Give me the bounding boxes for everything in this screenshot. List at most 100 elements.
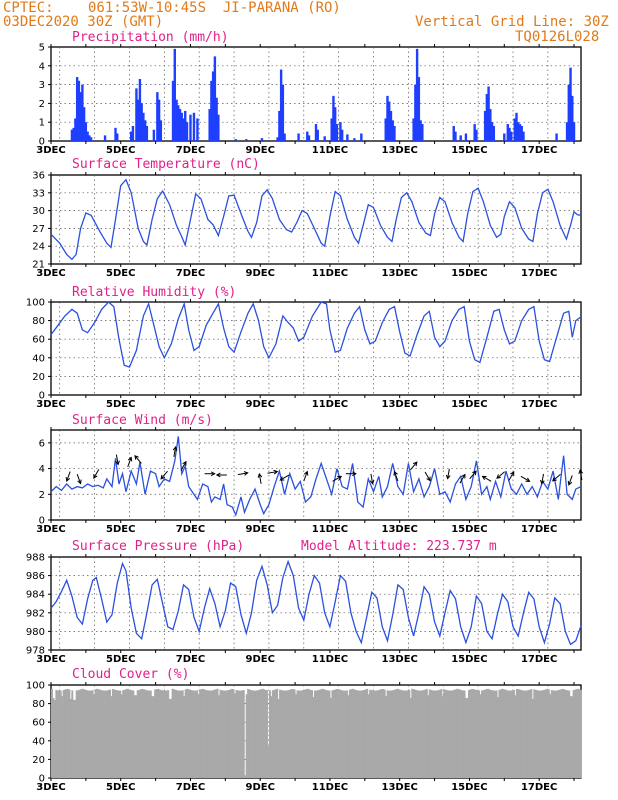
panel-6-bar [193,690,196,778]
panel-1-bar [114,127,117,141]
panel-6-bar [505,690,508,778]
panel-1-bar [215,97,218,141]
panel-4-wind-arrow [134,455,142,464]
panel-4-wind-arrow-head [273,469,279,475]
panel-6-bar [210,690,213,778]
panel-4-wind-arrow-head [257,472,263,478]
panel-6-bar [486,688,489,778]
panel-6-bar [52,698,55,778]
panel-4-wind-arrow [424,471,431,481]
panel-6-bar [295,694,298,778]
panel-4-wind-arrow-head [93,474,98,479]
panel-3-ytick-label: 100 [26,298,45,309]
panel-1-bar [464,133,468,141]
panel-6-bar [508,690,511,778]
panel-6-bar [74,699,77,778]
panel-1-bar [520,125,523,141]
panel-1-bar [335,124,339,141]
panel-6-bar [568,690,571,778]
panel-2-ytick-label: 21 [32,260,45,271]
panel-1-bar [82,107,86,141]
panel-6-bar [98,689,101,778]
panel-6-bar [389,690,392,778]
panel-2-title: Surface Temperature (nC) [72,157,260,172]
panel-1-bar [213,56,217,141]
panel-6-bar [69,698,72,778]
panel-6-bar [292,688,295,778]
panel-6-bar [544,689,547,778]
panel-1-bar [419,120,422,141]
panel-6-bar [388,690,391,778]
panel-2-xlabel: 15DEC [451,268,487,279]
panel-1-bar [129,131,133,141]
panel-1-bar [279,69,283,141]
panel-6-title: Cloud Cover (%) [72,667,189,682]
panel-6-bar [66,688,69,778]
panel-6-bar [344,690,347,778]
panel-6-bar [178,690,181,778]
panel-6-bar [524,690,527,778]
panel-6-bar [302,690,305,778]
panel-3-ytick-label: 60 [32,335,45,346]
panel-6-bar [337,688,340,778]
panel-1-xlabel: 9DEC [245,145,274,156]
panel-6-bar [366,688,369,778]
panel-4-xlabel: 9DEC [245,524,274,535]
panel-6-xlabel: 5DEC [106,782,135,793]
panel-6-bar [449,690,452,778]
panel-6-bar [318,689,321,778]
panel-6-bar [553,690,556,778]
panel-6-xlabel: 7DEC [176,782,205,793]
panel-6-bar [417,690,420,778]
panel-1-bar [332,95,335,141]
panel-4-wind-arrow [394,471,399,482]
panel-6-bar [420,690,422,778]
panel-6-bar [316,690,319,778]
panel-6-bar [405,690,408,778]
panel-1-bar [182,118,185,141]
panel-6-bar [481,690,483,778]
panel-3-xlabel: 7DEC [176,399,205,410]
panel-1-bar [518,124,522,141]
panel-4-wind-arrow-head [127,456,133,462]
panel-6-bar [406,690,409,778]
panel-5-xlabel: 3DEC [36,654,65,665]
panel-6-bar [369,689,372,778]
panel-1-bar [417,77,421,141]
panel-6-bar [303,689,306,778]
panel-4-wind-arrow-head [461,473,466,479]
panel-1-bar [75,77,79,141]
panel-6-bar [268,690,271,778]
panel-4-wind-arrow [579,469,583,481]
panel-6-bar [80,689,83,778]
panel-6-bar [133,695,136,778]
panel-1-bar [567,84,570,141]
panel-1-bar [506,124,509,141]
panel-6-bar [177,690,180,778]
panel-1-bar [72,127,75,141]
panel-6-bar [530,689,533,778]
panel-4-wind-arrow-head [496,474,501,479]
panel-5-ytick-label: 978 [26,646,45,657]
panel-6-bar [94,689,97,778]
panel-6-bar [324,689,327,778]
panel-6-bar [130,690,133,778]
panel-6-ytick-label: 0 [39,774,45,785]
panel-1-ytick-label: 3 [39,80,45,91]
panel-4-ytick-label: 2 [39,490,45,501]
panel-6-bar [510,690,513,778]
panel-4-wind-arrow-head [210,471,216,477]
panel-1-bar [339,122,342,141]
panel-6-bar [138,689,141,778]
panel-6-bar [491,690,494,778]
panel-6-bar [151,696,154,778]
panel-6-bar [247,688,250,778]
panel-1-bar [316,129,319,141]
panel-4-wind-arrow-head [578,469,584,475]
panel-6-bar [456,688,459,778]
panel-6-bar [104,690,107,778]
panel-6-bar [167,690,170,778]
panel-5-ytick-label: 982 [26,608,45,619]
panel-6-bar [218,695,221,778]
panel-6-bar [421,690,424,778]
